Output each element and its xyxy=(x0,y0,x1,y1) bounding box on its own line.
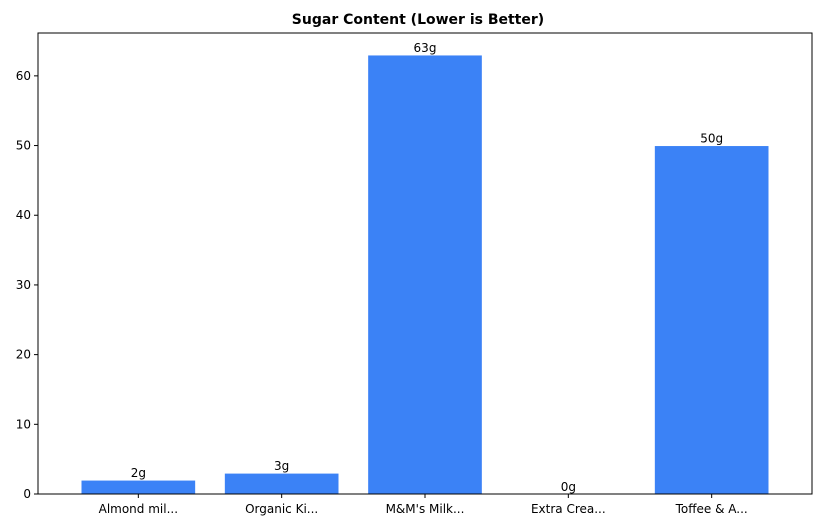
y-tick-label: 60 xyxy=(16,69,31,83)
y-tick-label: 10 xyxy=(16,417,31,431)
bar-value-label: 2g xyxy=(131,466,146,480)
x-tick-label: M&M's Milk... xyxy=(386,502,465,516)
bar xyxy=(223,472,340,495)
y-tick-label: 20 xyxy=(16,348,31,362)
y-tick-label: 50 xyxy=(16,139,31,153)
y-tick-label: 40 xyxy=(16,208,31,222)
y-tick-label: 30 xyxy=(16,278,31,292)
x-tick-label: Extra Crea... xyxy=(531,502,606,516)
y-tick-label: 0 xyxy=(23,487,31,501)
bar-value-label: 50g xyxy=(700,132,723,146)
x-tick-label: Organic Ki... xyxy=(245,502,318,516)
bar-value-label: 63g xyxy=(414,41,437,55)
bar xyxy=(653,145,770,495)
bar-value-label: 3g xyxy=(274,459,289,473)
chart-title: Sugar Content (Lower is Better) xyxy=(292,12,544,28)
x-tick-label: Toffee & A... xyxy=(675,502,748,516)
bar xyxy=(367,54,483,495)
bar-value-label: 0g xyxy=(561,480,576,494)
bar xyxy=(80,479,197,495)
x-tick-label: Almond mil... xyxy=(99,502,178,516)
